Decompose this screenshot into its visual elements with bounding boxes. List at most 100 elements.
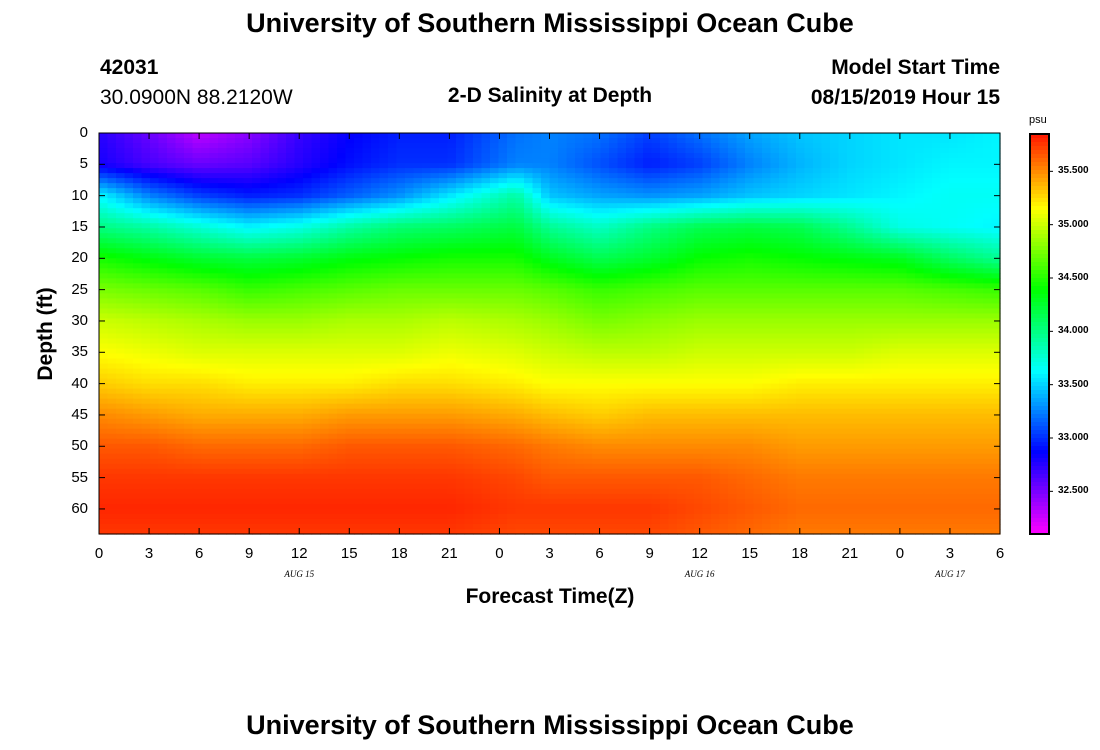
heatmap-cell <box>864 253 874 259</box>
heatmap-cell <box>175 168 185 174</box>
heatmap-cell <box>133 248 143 254</box>
heatmap-cell <box>524 258 534 264</box>
heatmap-cell <box>354 328 364 335</box>
heatmap-cell <box>694 203 704 209</box>
heatmap-cell <box>651 193 661 199</box>
heatmap-cell <box>549 343 559 350</box>
heatmap-cell <box>566 358 576 365</box>
heatmap-cell <box>957 338 967 345</box>
heatmap-cell <box>524 348 534 355</box>
heatmap-cell <box>396 283 406 289</box>
heatmap-cell <box>651 288 661 294</box>
heatmap-cell <box>107 328 117 335</box>
heatmap-cell <box>337 203 347 209</box>
heatmap-cell <box>158 133 168 139</box>
model-start-value: 08/15/2019 Hour 15 <box>810 86 1000 109</box>
heatmap-cell <box>830 153 840 159</box>
heatmap-cell <box>881 258 891 264</box>
heatmap-cell <box>141 248 151 254</box>
heatmap-cell <box>439 313 449 320</box>
heatmap-cell <box>524 203 534 209</box>
heatmap-cell <box>371 153 381 159</box>
heatmap-cell <box>439 353 449 360</box>
heatmap-cell <box>286 263 296 269</box>
heatmap-cell <box>940 348 950 355</box>
heatmap-cell <box>881 173 891 179</box>
heatmap-cell <box>838 353 848 360</box>
heatmap-cell <box>940 138 950 144</box>
heatmap-cell <box>626 153 636 159</box>
heatmap-cell <box>218 198 228 204</box>
heatmap-cell <box>898 298 908 305</box>
heatmap-cell <box>201 333 211 340</box>
heatmap-cell <box>974 218 984 224</box>
heatmap-cell <box>736 288 746 294</box>
heatmap-cell <box>762 228 772 234</box>
heatmap-cell <box>303 143 313 149</box>
heatmap-cell <box>405 178 415 184</box>
heatmap-cell <box>600 193 610 199</box>
heatmap-cell <box>974 228 984 234</box>
heatmap-cell <box>651 203 661 209</box>
heatmap-cell <box>481 283 491 289</box>
heatmap-cell <box>558 238 568 244</box>
heatmap-cell <box>362 253 372 259</box>
heatmap-cell <box>303 278 313 284</box>
heatmap-cell <box>235 363 245 370</box>
heatmap-cell <box>813 233 823 239</box>
heatmap-cell <box>532 278 542 284</box>
heatmap-cell <box>974 288 984 294</box>
heatmap-cell <box>575 308 585 315</box>
heatmap-cell <box>651 333 661 340</box>
heatmap-cell <box>379 323 389 330</box>
heatmap-cell <box>388 143 398 149</box>
heatmap-cell <box>626 218 636 224</box>
heatmap-cell <box>430 283 440 289</box>
heatmap-cell <box>694 253 704 259</box>
heatmap-cell <box>473 213 483 219</box>
heatmap-cell <box>218 208 228 214</box>
heatmap-cell <box>388 258 398 264</box>
heatmap-cell <box>175 348 185 355</box>
heatmap-cell <box>447 203 457 209</box>
heatmap-cell <box>940 153 950 159</box>
heatmap-cell <box>651 338 661 345</box>
heatmap-cell <box>728 313 738 320</box>
heatmap-cell <box>124 263 134 269</box>
heatmap-cell <box>660 178 670 184</box>
heatmap-cell <box>847 358 857 365</box>
heatmap-cell <box>303 313 313 320</box>
heatmap-cell <box>847 253 857 259</box>
heatmap-cell <box>745 228 755 234</box>
heatmap-cell <box>413 243 423 249</box>
heatmap-cell <box>498 283 508 289</box>
heatmap-cell <box>762 338 772 345</box>
heatmap-cell <box>923 283 933 289</box>
heatmap-cell <box>150 228 160 234</box>
heatmap-cell <box>932 278 942 284</box>
heatmap-cell <box>515 278 525 284</box>
heatmap-cell <box>541 158 551 164</box>
heatmap-cell <box>303 183 313 189</box>
heatmap-cell <box>787 178 797 184</box>
heatmap-cell <box>413 333 423 340</box>
heatmap-cell <box>515 228 525 234</box>
heatmap-cell <box>464 213 474 219</box>
heatmap-cell <box>600 218 610 224</box>
heatmap-cell <box>643 153 653 159</box>
heatmap-cell <box>473 263 483 269</box>
heatmap-cell <box>668 203 678 209</box>
heatmap-cell <box>702 243 712 249</box>
heatmap-cell <box>209 248 219 254</box>
heatmap-cell <box>830 203 840 209</box>
heatmap-cell <box>651 263 661 269</box>
heatmap-cell <box>830 133 840 139</box>
heatmap-cell <box>226 238 236 244</box>
heatmap-cell <box>745 198 755 204</box>
heatmap-cell <box>226 263 236 269</box>
heatmap-cell <box>702 138 712 144</box>
heatmap-cell <box>439 238 449 244</box>
heatmap-cell <box>566 143 576 149</box>
heatmap-cell <box>583 353 593 360</box>
heatmap-cell <box>490 213 500 219</box>
